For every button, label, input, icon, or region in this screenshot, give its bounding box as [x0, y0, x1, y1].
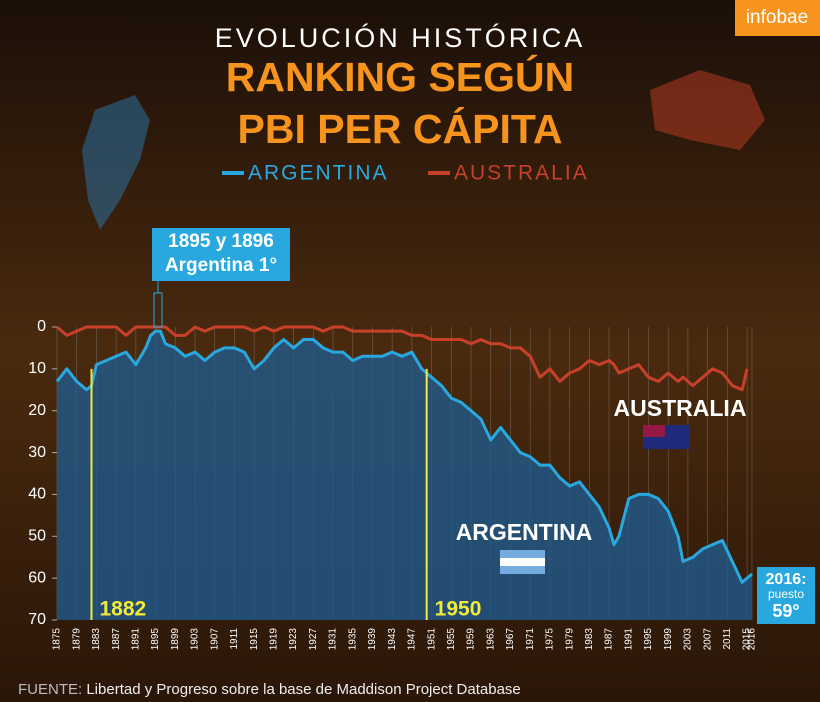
marker-label: 1950	[435, 598, 482, 621]
y-tick-label: 70	[28, 611, 46, 628]
callout-text: 1895 y 1896	[168, 231, 274, 252]
x-tick-label: 1943	[387, 628, 398, 651]
x-tick-label: 1915	[249, 628, 260, 651]
source: FUENTE: Libertad y Progreso sobre la bas…	[18, 681, 521, 698]
y-tick-label: 30	[28, 444, 46, 461]
brand: infobae	[746, 7, 808, 28]
x-tick-label: 1955	[446, 628, 457, 651]
chart-subtitle: RANKING SEGÚN	[226, 54, 575, 100]
x-tick-label: 1891	[131, 628, 142, 651]
x-tick-label: 1971	[525, 628, 536, 651]
x-tick-label: 1887	[111, 628, 122, 651]
south-america-shape	[82, 95, 150, 230]
x-tick-label: 1907	[209, 628, 220, 651]
end-note: 59°	[772, 601, 799, 621]
y-tick-label: 0	[37, 318, 46, 335]
chart-subtitle: PBI PER CÁPITA	[238, 106, 563, 152]
chart-title: EVOLUCIÓN HISTÓRICA	[215, 22, 586, 53]
y-tick-label: 20	[28, 402, 46, 419]
marker-label: 1882	[100, 598, 147, 621]
brand-box	[735, 0, 820, 36]
x-tick-label: 1903	[190, 628, 201, 651]
x-tick-label: 1931	[328, 628, 339, 651]
x-tick-label: 1879	[71, 628, 82, 651]
x-tick-label: 1999	[663, 628, 674, 651]
x-tick-label: 1935	[347, 628, 358, 651]
x-tick-label: 2011	[722, 628, 733, 650]
y-tick-label: 10	[28, 360, 46, 377]
x-tick-label: 1895	[150, 628, 161, 651]
end-note: 2016:	[766, 571, 807, 588]
x-tick-label: 1979	[564, 628, 575, 651]
x-tick-label: 1959	[466, 628, 477, 651]
x-tick-label: 1967	[505, 628, 516, 651]
series-line	[55, 329, 753, 584]
source-label: FUENTE:	[18, 681, 82, 698]
x-tick-label: 1899	[170, 628, 181, 651]
x-tick-label: 1963	[485, 628, 496, 651]
end-note: puesto	[768, 587, 804, 601]
series-label: AUSTRALIA	[614, 395, 747, 421]
y-tick-label: 60	[28, 569, 46, 586]
y-tick-label: 50	[28, 528, 46, 545]
source-text: Libertad y Progreso sobre la base de Mad…	[86, 681, 520, 698]
argentina-flag-band	[500, 558, 545, 566]
x-tick-label: 1919	[269, 628, 280, 651]
x-tick-label: 2007	[702, 628, 713, 651]
series-area	[57, 331, 752, 620]
legend-label: ARGENTINA	[248, 162, 389, 185]
end-note-box	[757, 567, 815, 624]
x-tick-label: 1947	[407, 628, 418, 651]
x-tick-label: 1883	[91, 628, 102, 651]
australia-shape	[650, 70, 765, 150]
plot: 1875 1879 1883 1887 1891 1895 1899 1903 1907 1911…	[28, 318, 757, 650]
x-tick-label: 1983	[584, 628, 595, 651]
callout-text: Argentina 1°	[165, 255, 277, 276]
x-tick-label: 1939	[367, 628, 378, 651]
x-tick-label: 1991	[623, 628, 634, 651]
x-tick-label: 1975	[545, 628, 556, 651]
callout-box	[152, 228, 290, 281]
x-tick-label: 1927	[308, 628, 319, 651]
x-tick-label: 1951	[426, 628, 437, 651]
x-tick-label: 1923	[288, 628, 299, 651]
australia-flag-jack	[643, 425, 665, 437]
x-tick-label: 2003	[683, 628, 694, 651]
x-tick-label: 1987	[604, 628, 615, 651]
x-tick-label: 1911	[229, 628, 240, 650]
x-tick-label: 1875	[52, 628, 63, 651]
legend: ARGENTINA AUSTRALIA	[222, 162, 589, 185]
legend-label: AUSTRALIA	[454, 162, 589, 185]
x-tick-label: 2015	[742, 628, 753, 651]
x-tick-label: 1995	[643, 628, 654, 651]
series-label: ARGENTINA	[456, 519, 593, 545]
x-tick-label: 2016	[747, 628, 758, 651]
y-tick-label: 40	[28, 486, 46, 503]
